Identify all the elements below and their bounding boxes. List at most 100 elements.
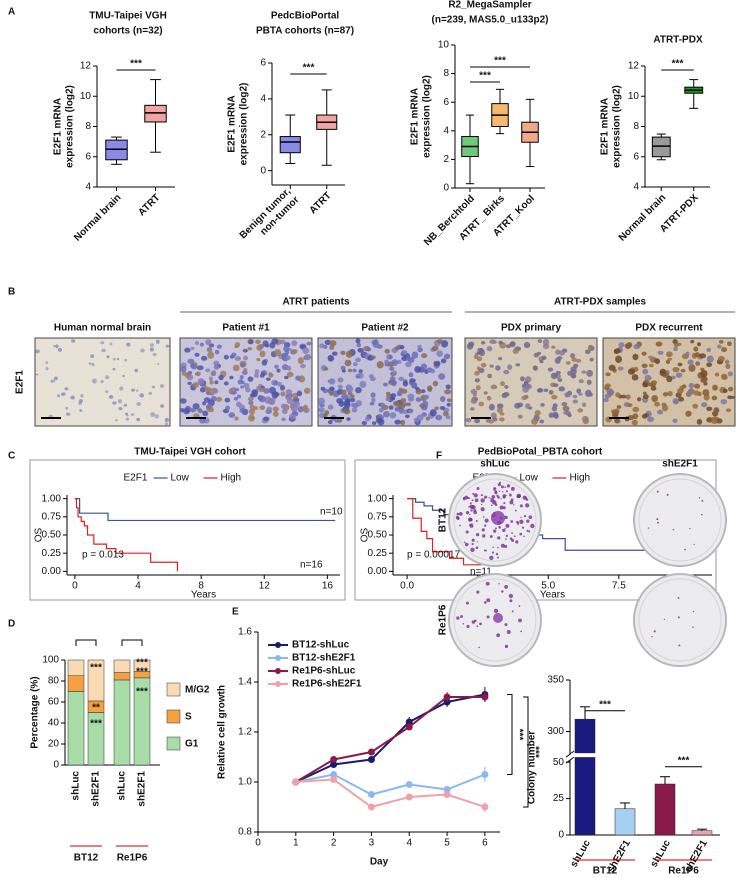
chart-title: (n=239, MAS5.0_u133p2) (432, 15, 549, 26)
nucleus (57, 347, 63, 352)
nucleus (632, 353, 639, 361)
colony (663, 618, 666, 621)
nucleus (286, 365, 292, 371)
significance: *** (90, 719, 102, 730)
nucleus (197, 378, 205, 386)
nucleus (334, 419, 339, 423)
nucleus (431, 345, 439, 352)
nucleus (345, 350, 353, 358)
nucleus (572, 394, 578, 399)
nucleus (192, 403, 200, 410)
colony (464, 542, 469, 547)
colony (666, 493, 669, 496)
colony (505, 495, 507, 497)
nucleus (119, 386, 124, 391)
y-tick-label: 10 (438, 40, 450, 51)
nucleus (486, 395, 492, 401)
y-tick-label: 6 (443, 97, 449, 108)
colony (476, 625, 479, 628)
nucleus (696, 342, 702, 347)
colony (509, 537, 513, 540)
colony (481, 528, 485, 532)
nucleus (649, 363, 654, 368)
nucleus (652, 380, 658, 385)
colony (471, 620, 476, 624)
x-tick-label: shLuc (649, 838, 673, 869)
nucleus (523, 341, 531, 349)
survival-curve (74, 498, 336, 522)
nucleus (445, 384, 451, 390)
nucleus (440, 358, 447, 364)
nucleus (263, 416, 270, 422)
legend-label: BT12-shE2F1 (292, 653, 356, 664)
colony (488, 496, 490, 499)
dish-rim (638, 478, 722, 562)
nucleus (61, 392, 66, 396)
colony (465, 511, 470, 515)
nucleus (347, 368, 353, 373)
nucleus (399, 345, 405, 350)
nucleus (578, 379, 584, 384)
nucleus (188, 370, 193, 375)
colony (472, 492, 475, 495)
colony (479, 622, 482, 626)
nucleus (195, 371, 201, 377)
nucleus (551, 394, 558, 400)
colony (456, 512, 460, 516)
nucleus (228, 412, 236, 418)
y-tick-label: 0.50 (368, 530, 388, 541)
nucleus (190, 407, 197, 413)
nucleus (725, 363, 731, 369)
nucleus (272, 411, 279, 417)
colony (485, 581, 490, 586)
nucleus (725, 408, 732, 413)
nucleus (164, 422, 169, 426)
nucleus (421, 353, 428, 359)
x-tick-label: 0.0 (400, 581, 414, 592)
colony (520, 516, 522, 519)
nucleus (244, 386, 251, 393)
x-tick-label: 8 (198, 581, 204, 592)
bar-segment (67, 659, 85, 676)
nucleus (286, 371, 294, 378)
chart-title: PedcBioPortal (271, 11, 340, 22)
chart-title: R2_MegaSampler (448, 0, 531, 11)
nucleus (389, 366, 395, 371)
panel-letter: C (8, 451, 15, 462)
nucleus (248, 414, 255, 422)
colony (493, 489, 495, 491)
nucleus (357, 347, 364, 353)
nucleus (615, 355, 623, 363)
x-tick-label: 5.0 (541, 581, 555, 592)
x-tick-label: 2 (331, 838, 337, 849)
bar-segment (67, 691, 85, 766)
nucleus (192, 382, 200, 388)
nucleus (349, 397, 356, 403)
nucleus (625, 394, 631, 400)
y-tick-label: 60 (48, 697, 60, 708)
nucleus (213, 364, 220, 370)
nucleus (299, 364, 306, 369)
box (105, 139, 128, 161)
colony (496, 494, 499, 497)
nucleus (651, 394, 659, 403)
nucleus (202, 410, 209, 417)
nucleus (378, 407, 384, 413)
nucleus (627, 368, 636, 375)
colony (480, 507, 485, 512)
point (330, 761, 338, 768)
nucleus (694, 352, 701, 358)
nucleus (522, 386, 529, 393)
nucleus (361, 421, 367, 426)
nucleus (551, 345, 556, 349)
colony (701, 499, 704, 502)
colony (482, 516, 485, 518)
axis-label: OS (34, 527, 45, 542)
nucleus (632, 413, 639, 420)
legend-label: M/G2 (185, 685, 210, 696)
nucleus (486, 346, 493, 352)
nucleus (240, 385, 245, 389)
nucleus (152, 352, 157, 357)
nucleus (206, 391, 212, 396)
